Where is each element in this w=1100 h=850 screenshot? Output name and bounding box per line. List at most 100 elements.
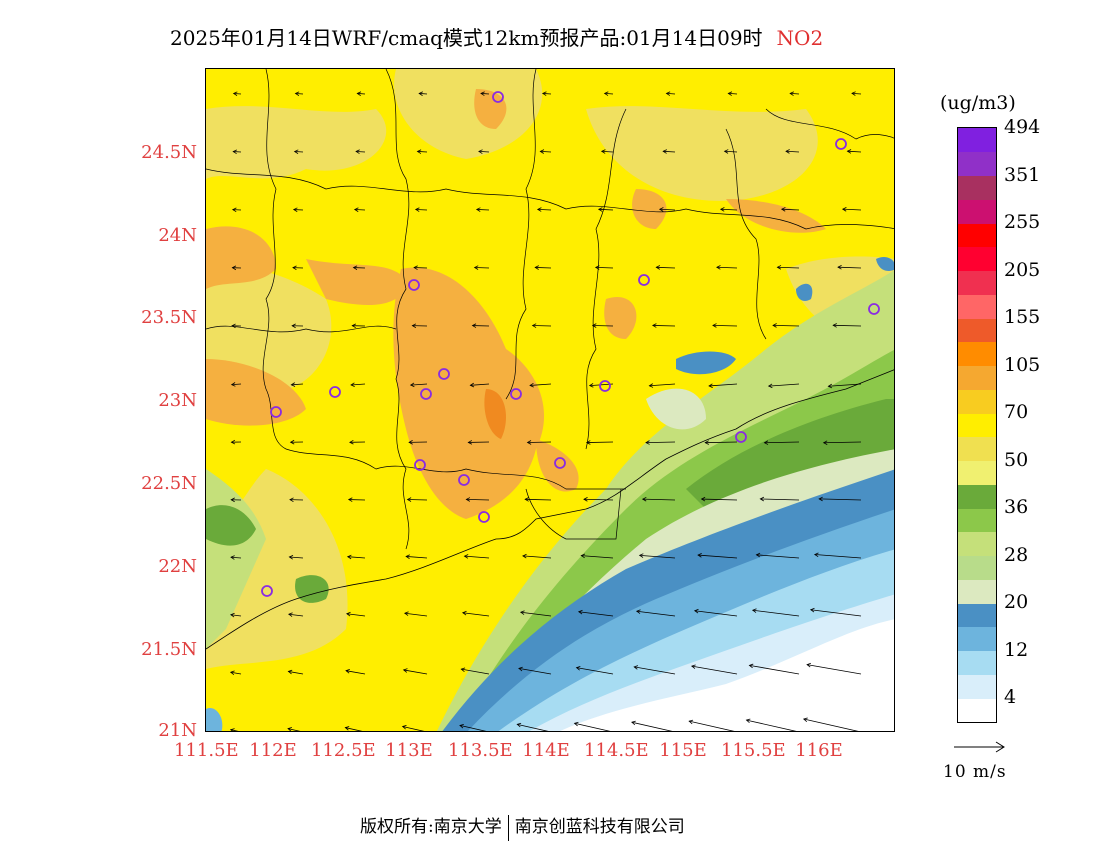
color-bar-label: 20 bbox=[1004, 591, 1029, 614]
wind-arrow-icon bbox=[763, 440, 800, 445]
wind-arrow-icon bbox=[413, 265, 428, 270]
lat-label-23n: 23N bbox=[158, 390, 197, 411]
color-bar-segment bbox=[958, 531, 996, 557]
wind-arrow-icon bbox=[635, 609, 676, 617]
wind-arrow-icon bbox=[818, 496, 862, 502]
station-marker-icon bbox=[735, 431, 747, 443]
wind-arrow-icon bbox=[230, 497, 242, 503]
wind-arrow-icon bbox=[662, 149, 676, 154]
station-marker-icon bbox=[420, 388, 432, 400]
field-orange-8 bbox=[726, 199, 826, 233]
color-bar-segment bbox=[958, 674, 996, 699]
color-bar-label: 70 bbox=[1004, 401, 1029, 424]
color-bar-segment bbox=[958, 460, 996, 485]
wind-arrow-icon bbox=[414, 207, 428, 212]
wind-arrow-icon bbox=[827, 383, 862, 389]
admin-boundary-10 bbox=[765, 108, 894, 140]
wind-arrow-icon bbox=[767, 383, 800, 389]
wind-arrow-icon bbox=[723, 149, 738, 154]
wind-arrow-icon bbox=[229, 728, 239, 731]
wind-arrow-icon bbox=[748, 663, 800, 675]
wind-arrow-icon bbox=[350, 382, 366, 387]
lat-label-22n: 22N bbox=[158, 556, 197, 577]
wind-arrow-icon bbox=[809, 607, 862, 617]
station-marker-icon bbox=[638, 274, 650, 286]
wind-arrow-icon bbox=[356, 91, 366, 96]
wind-arrow-icon bbox=[594, 265, 614, 270]
wind-arrow-icon bbox=[405, 554, 428, 559]
color-bar-label: 105 bbox=[1004, 353, 1041, 376]
wind-arrow-icon bbox=[745, 718, 797, 731]
admin-boundary-6 bbox=[206, 168, 894, 230]
wind-arrow-icon bbox=[690, 664, 738, 675]
wind-arrow-icon bbox=[459, 723, 487, 731]
wind-arrow-icon bbox=[755, 552, 800, 559]
wind-arrow-icon bbox=[355, 149, 366, 154]
wind-arrow-icon bbox=[851, 91, 862, 96]
wind-arrow-icon bbox=[480, 91, 490, 96]
field-green-dark-3 bbox=[295, 575, 329, 603]
wind-arrow-icon bbox=[401, 725, 425, 731]
admin-boundary bbox=[262, 69, 287, 450]
legend-unit: (ug/m3) bbox=[940, 92, 1016, 114]
lat-label-21-5n: 21.5N bbox=[141, 639, 197, 660]
color-bar-segment bbox=[958, 318, 996, 343]
lat-label-22-5n: 22.5N bbox=[141, 473, 197, 494]
lat-label-21n: 21N bbox=[158, 720, 197, 741]
wind-arrow-icon bbox=[288, 554, 304, 560]
station-marker-icon bbox=[554, 457, 566, 469]
field-blue-corner bbox=[206, 708, 223, 731]
color-bar-segment bbox=[958, 128, 996, 153]
wind-arrow-icon bbox=[346, 611, 366, 617]
wind-arrow-icon bbox=[658, 207, 676, 212]
wind-reference-label: 10 m/s bbox=[943, 762, 1007, 782]
wind-arrow-icon bbox=[524, 497, 552, 502]
wind-arrow-icon bbox=[293, 149, 304, 154]
concentration-map bbox=[206, 69, 894, 731]
wind-arrow-icon bbox=[467, 440, 490, 445]
wind-arrow-icon bbox=[416, 149, 428, 154]
wind-arrow-icon bbox=[806, 662, 862, 675]
field-light-yellow-2 bbox=[394, 69, 543, 159]
title-text: 2025年01月14日WRF/cmaq模式12km预报产品:01月14日09时 bbox=[170, 26, 763, 50]
lon-label-114-5e: 114.5E bbox=[584, 740, 649, 761]
field-lake-3 bbox=[876, 257, 894, 271]
admin-boundary-2 bbox=[385, 69, 410, 550]
wind-arrow-icon bbox=[583, 497, 614, 502]
field-deep-orange bbox=[484, 389, 506, 439]
wind-arrow-icon bbox=[289, 497, 304, 503]
wind-arrow-icon bbox=[406, 497, 428, 502]
wind-arrow-icon bbox=[518, 666, 552, 675]
wind-arrow-icon bbox=[580, 553, 614, 559]
admin-boundary-9 bbox=[525, 488, 622, 540]
station-markers bbox=[261, 91, 880, 597]
wind-arrow-icon bbox=[473, 265, 490, 270]
color-bar-segment bbox=[958, 484, 996, 509]
wind-arrow-icon bbox=[641, 496, 676, 502]
field-orange-7 bbox=[604, 297, 637, 339]
color-bar-segment bbox=[958, 603, 996, 628]
field-green-dark bbox=[686, 399, 894, 509]
wind-arrow-icon bbox=[719, 207, 738, 212]
wind-arrow-icon bbox=[478, 149, 490, 154]
color-bar-segment bbox=[958, 294, 996, 319]
wind-arrow-icon bbox=[460, 667, 490, 675]
wind-arrow-icon bbox=[631, 720, 673, 731]
wind-arrow-icon bbox=[539, 149, 552, 154]
station-marker-icon bbox=[510, 388, 522, 400]
wind-arrow-icon bbox=[603, 91, 614, 96]
lon-label-112e: 112E bbox=[249, 740, 297, 761]
wind-arrow-icon bbox=[751, 608, 800, 617]
lon-label-111-5e: 111.5E bbox=[174, 740, 239, 761]
wind-arrow-icon bbox=[345, 669, 366, 675]
wind-arrow-icon bbox=[536, 207, 552, 212]
lon-label-112-5e: 112.5E bbox=[311, 740, 376, 761]
wind-arrow-icon bbox=[600, 149, 614, 154]
wind-arrow-icon bbox=[759, 496, 800, 502]
lon-label-115e: 115E bbox=[659, 740, 707, 761]
pollutant-label: NO2 bbox=[776, 26, 824, 50]
wind-arrow-icon bbox=[292, 265, 304, 271]
wind-arrow-icon bbox=[577, 609, 614, 617]
wind-vectors bbox=[229, 91, 862, 731]
color-bar-label: 255 bbox=[1004, 211, 1041, 234]
